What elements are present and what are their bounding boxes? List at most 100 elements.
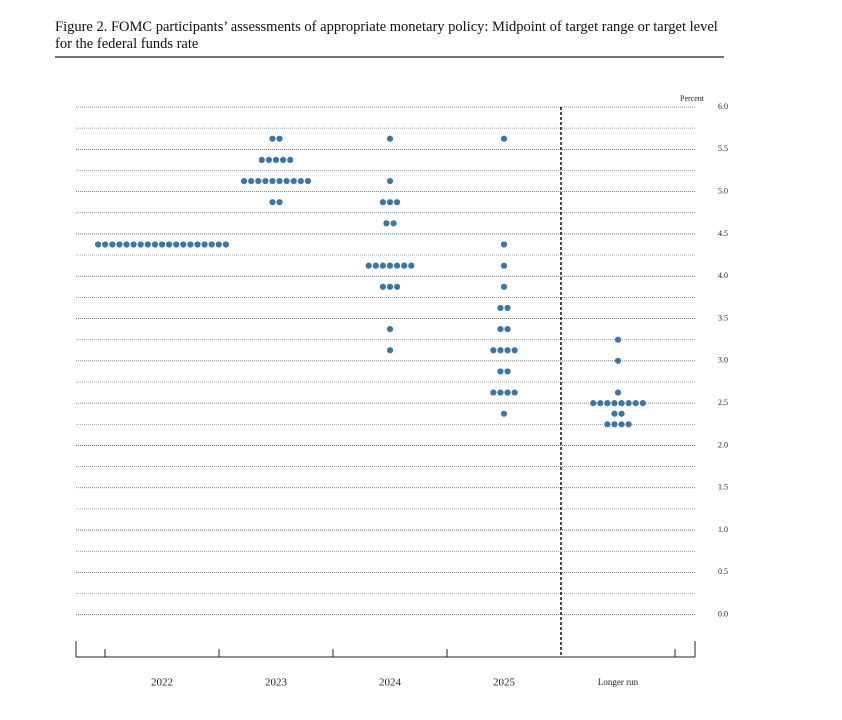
dot bbox=[379, 199, 386, 206]
y-tick-label: 5.5 bbox=[718, 144, 728, 153]
dot bbox=[272, 156, 280, 163]
dot bbox=[597, 400, 604, 407]
dot bbox=[290, 177, 297, 185]
dot bbox=[500, 283, 508, 290]
dot bbox=[611, 400, 618, 407]
dot bbox=[390, 220, 397, 227]
dot bbox=[262, 177, 269, 185]
y-tick-label: 0.5 bbox=[718, 567, 728, 576]
dot bbox=[639, 400, 646, 407]
dot bbox=[283, 177, 290, 185]
dot bbox=[490, 389, 497, 396]
dot bbox=[394, 262, 401, 269]
y-tick-label: 6.0 bbox=[718, 102, 728, 111]
y-tick-label: 2.0 bbox=[718, 440, 728, 449]
dot bbox=[276, 135, 283, 142]
dot bbox=[504, 304, 511, 312]
dot bbox=[269, 199, 276, 206]
dot bbox=[215, 241, 222, 248]
dot bbox=[500, 241, 508, 248]
dot bbox=[511, 347, 518, 354]
dot bbox=[287, 156, 294, 163]
dot bbox=[130, 241, 137, 248]
dot bbox=[222, 241, 229, 248]
dot bbox=[632, 400, 639, 407]
dot bbox=[201, 241, 208, 248]
dot bbox=[394, 283, 401, 290]
dot bbox=[500, 262, 508, 269]
dot bbox=[123, 241, 130, 248]
dot bbox=[504, 389, 511, 396]
dot bbox=[276, 177, 283, 185]
dot bbox=[109, 241, 116, 248]
y-tick-label: 1.5 bbox=[718, 483, 728, 492]
dot bbox=[297, 177, 304, 185]
y-tick-label: 0.0 bbox=[718, 610, 728, 619]
dot bbox=[116, 241, 123, 248]
x-tick-label: 2022 bbox=[151, 677, 173, 689]
dot bbox=[618, 410, 625, 417]
chart-title: Figure 2. FOMC participants’ assessments… bbox=[55, 19, 718, 52]
dot bbox=[490, 347, 497, 354]
y-tick-label: 1.0 bbox=[718, 525, 728, 534]
dot bbox=[504, 368, 511, 375]
y-tick-label: 5.0 bbox=[718, 186, 728, 195]
dot bbox=[511, 389, 518, 396]
dot bbox=[500, 135, 508, 142]
dot bbox=[144, 241, 151, 248]
dot bbox=[280, 156, 287, 163]
dot bbox=[269, 177, 276, 185]
dot bbox=[500, 410, 508, 417]
dot bbox=[187, 241, 194, 248]
dot bbox=[258, 156, 265, 163]
dot bbox=[372, 262, 379, 269]
dot bbox=[386, 347, 394, 354]
dot bbox=[611, 410, 618, 417]
dot bbox=[408, 262, 415, 269]
dot bbox=[265, 156, 272, 163]
dot bbox=[386, 326, 394, 333]
dot bbox=[102, 241, 109, 248]
dot bbox=[504, 326, 511, 333]
dot bbox=[208, 241, 215, 248]
dot bbox=[604, 421, 611, 428]
dot bbox=[365, 262, 372, 269]
dot bbox=[379, 262, 386, 269]
dot bbox=[386, 177, 394, 185]
dot bbox=[611, 421, 618, 428]
dot bbox=[614, 336, 622, 343]
dot bbox=[614, 389, 622, 396]
y-tick-label: 3.5 bbox=[718, 313, 728, 322]
x-tick-label: 2023 bbox=[265, 677, 288, 689]
dot bbox=[625, 421, 632, 428]
dot bbox=[497, 326, 504, 333]
dot bbox=[386, 199, 394, 206]
dot bbox=[173, 241, 180, 248]
dot bbox=[618, 400, 625, 407]
dot bbox=[276, 199, 283, 206]
dot bbox=[497, 389, 504, 396]
dot bbox=[394, 199, 401, 206]
dot bbox=[166, 241, 173, 248]
y-tick-label: 3.0 bbox=[718, 356, 728, 365]
dot bbox=[504, 347, 511, 354]
dot bbox=[269, 135, 276, 142]
dot bbox=[618, 421, 625, 428]
dot bbox=[151, 241, 158, 248]
dot bbox=[137, 241, 144, 248]
dot bbox=[248, 177, 255, 185]
y-axis-label: Percent bbox=[680, 94, 705, 103]
dot bbox=[401, 262, 408, 269]
dot bbox=[386, 262, 394, 269]
dot bbox=[194, 241, 201, 248]
dot bbox=[304, 177, 312, 185]
dot bbox=[625, 400, 632, 407]
dot bbox=[95, 241, 102, 248]
x-tick-label: 2024 bbox=[379, 677, 402, 689]
dot bbox=[240, 177, 248, 185]
dot bbox=[590, 400, 597, 407]
dot bbox=[386, 283, 394, 290]
dot bbox=[604, 400, 611, 407]
